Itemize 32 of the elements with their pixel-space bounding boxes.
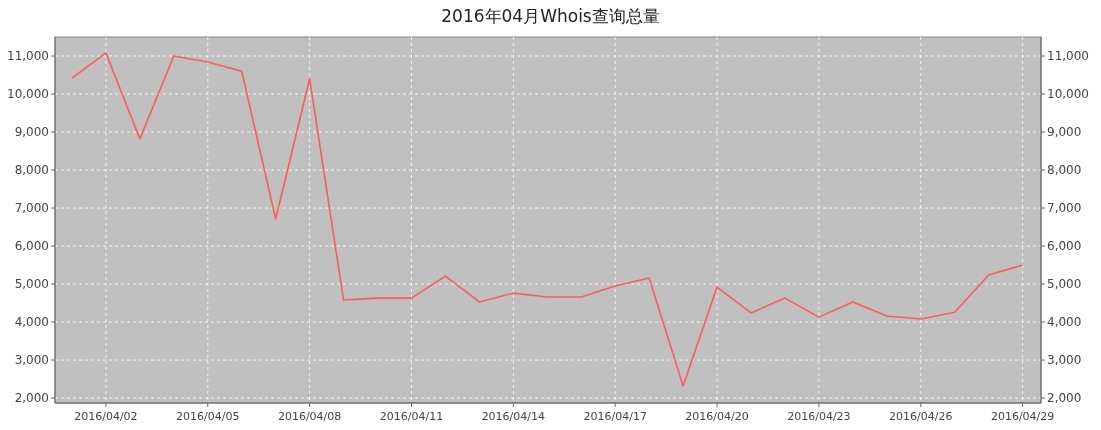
y-tick-label: 10,000 (7, 87, 49, 102)
y-tick-label: 9,000 (14, 125, 49, 140)
y-tick-label: 7,000 (14, 201, 49, 216)
y2-tick-label: 7,000 (1047, 201, 1082, 216)
y2-tick-label: 6,000 (1047, 239, 1082, 254)
x-tick-label: 2016/04/29 (990, 410, 1055, 423)
y2-tick-label: 10,000 (1047, 87, 1089, 102)
y-tick-label: 6,000 (14, 239, 49, 254)
y-tick-label: 8,000 (14, 163, 49, 178)
x-tick-label: 2016/04/02 (74, 410, 138, 423)
x-tick-label: 2016/04/11 (379, 410, 444, 423)
y2-tick-label: 2,000 (1047, 391, 1082, 406)
y2-tick-label: 3,000 (1047, 353, 1082, 368)
y-tick-label: 4,000 (14, 315, 49, 330)
y-tick-label: 3,000 (14, 353, 49, 368)
x-tick-label: 2016/04/08 (277, 410, 342, 423)
x-tick-label: 2016/04/05 (176, 410, 240, 423)
x-tick-label: 2016/04/14 (481, 410, 546, 423)
x-tick-label: 2016/04/26 (889, 410, 953, 423)
y2-tick-label: 4,000 (1047, 315, 1082, 330)
y-tick-label: 2,000 (14, 391, 49, 406)
y2-tick-label: 5,000 (1047, 277, 1082, 292)
y2-tick-label: 8,000 (1047, 163, 1082, 178)
x-tick-label: 2016/04/20 (685, 410, 749, 423)
chart-title: 2016年04月Whois查询总量 (441, 6, 660, 26)
y-tick-label: 11,000 (7, 49, 49, 63)
x-tick-label: 2016/04/17 (583, 410, 647, 423)
y-tick-label: 5,000 (14, 277, 49, 292)
line-series (71, 52, 1024, 387)
y2-tick-label: 9,000 (1047, 125, 1082, 140)
x-tick-label: 2016/04/23 (787, 410, 851, 423)
y2-tick-label: 11,000 (1047, 49, 1089, 63)
